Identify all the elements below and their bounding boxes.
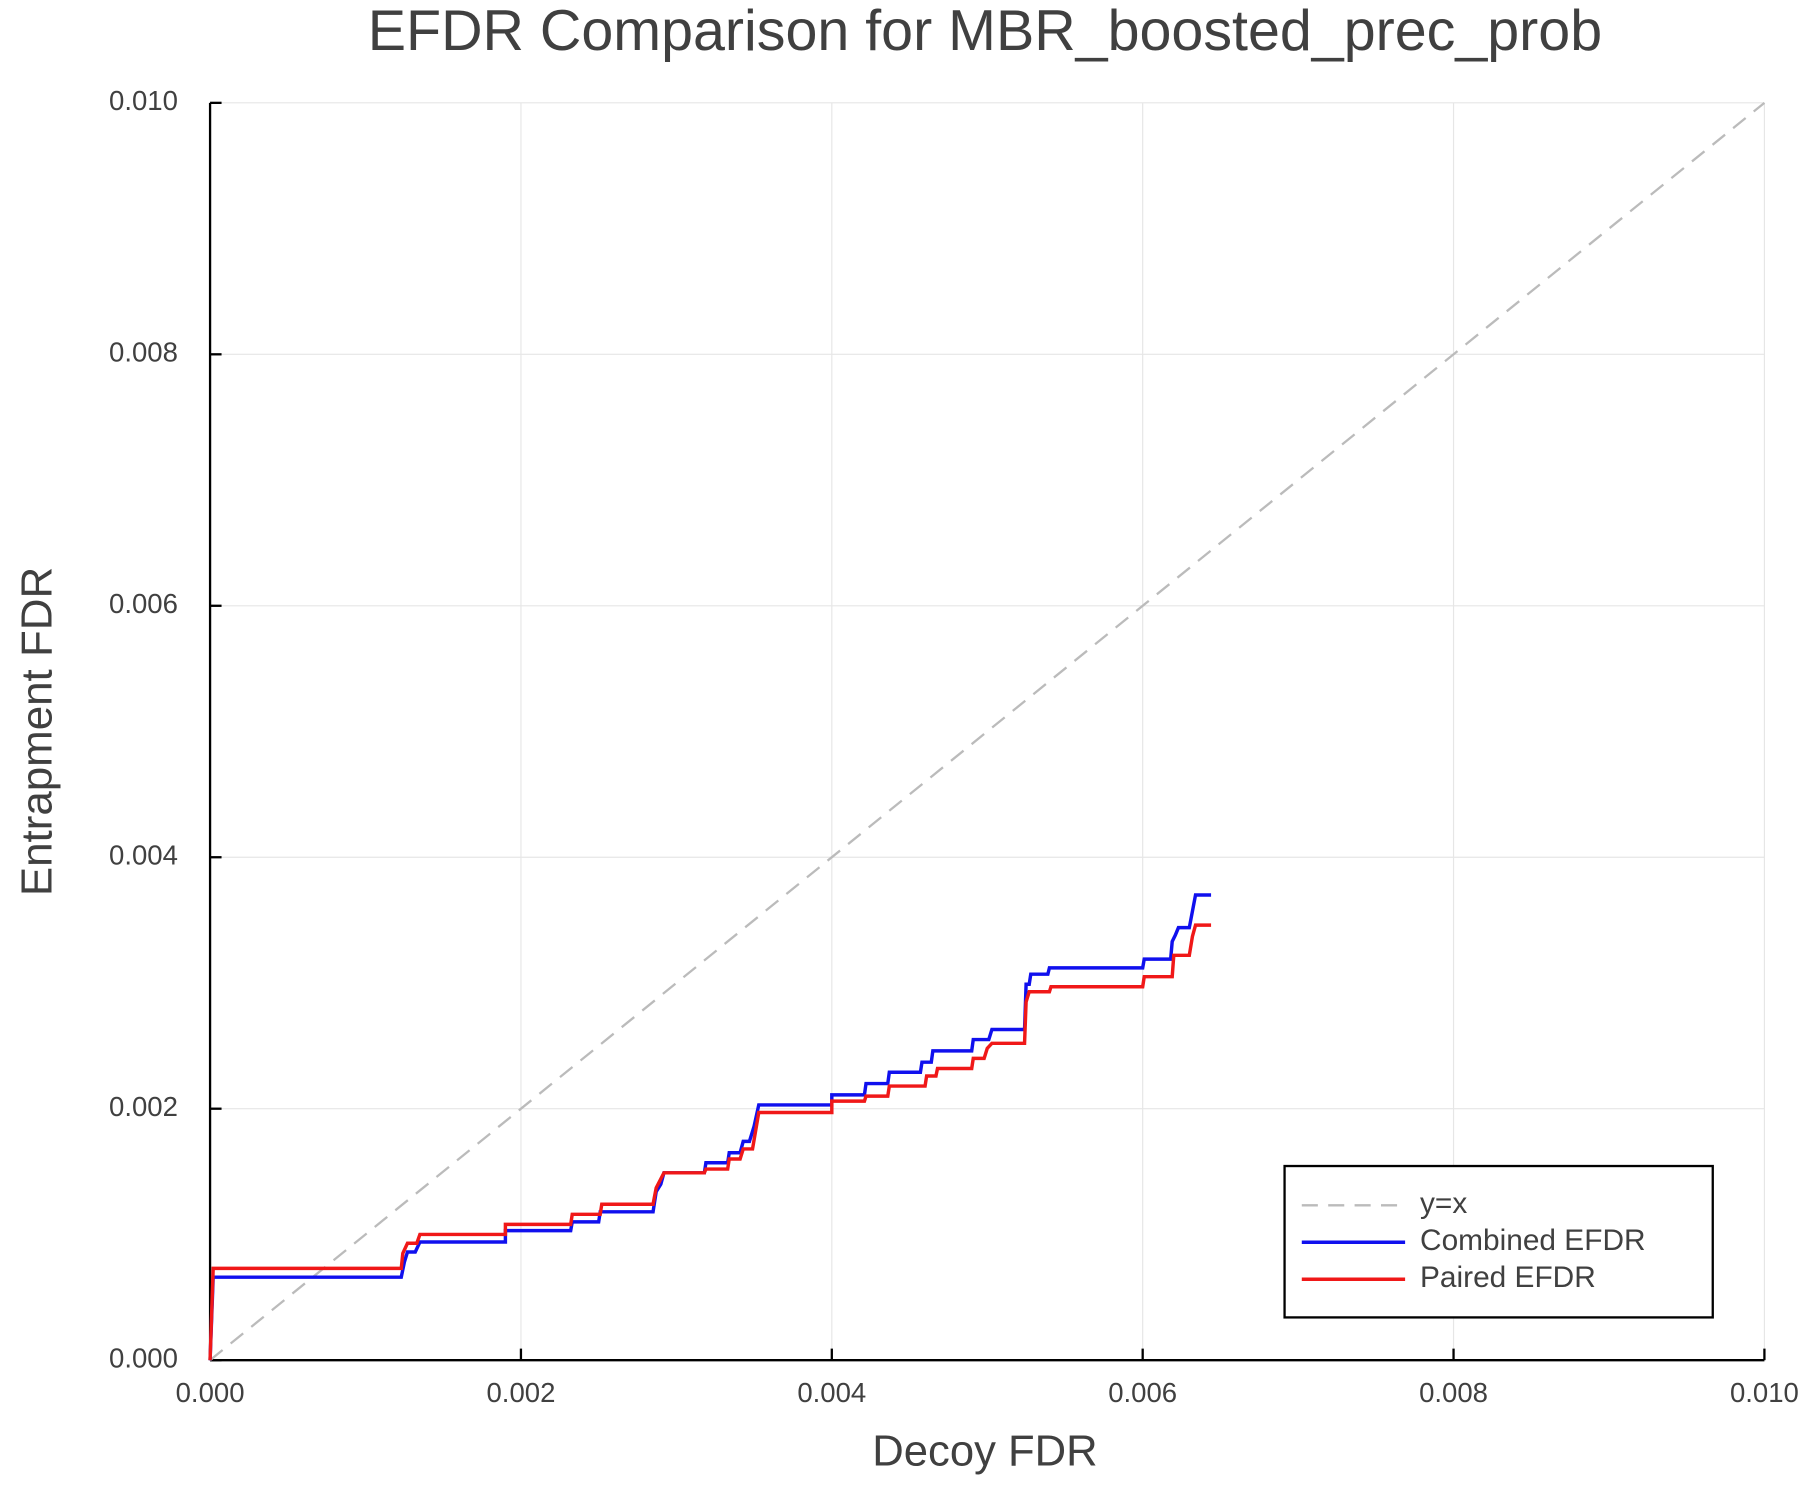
x-tick-label: 0.006	[1108, 1377, 1177, 1408]
legend-label: y=x	[1420, 1187, 1467, 1220]
y-tick-label: 0.000	[109, 1342, 178, 1373]
series-line	[209, 101, 1766, 1362]
legend-label: Combined EFDR	[1420, 1224, 1646, 1257]
chart-title: EFDR Comparison for MBR_boosted_prec_pro…	[368, 0, 1602, 63]
x-tick-label: 0.004	[797, 1377, 866, 1408]
y-tick-label: 0.010	[109, 85, 178, 116]
x-tick-label: 0.008	[1419, 1377, 1488, 1408]
series-line	[208, 923, 1212, 1361]
y-tick-label: 0.006	[109, 588, 178, 619]
x-tick-label: 0.002	[486, 1377, 555, 1408]
y-tick-label: 0.004	[109, 839, 178, 870]
series-line	[208, 893, 1212, 1361]
y-tick-label: 0.002	[109, 1091, 178, 1122]
x-tick-label: 0.010	[1730, 1377, 1799, 1408]
y-tick-label: 0.008	[109, 337, 178, 368]
x-axis-label: Decoy FDR	[872, 1426, 1097, 1475]
x-tick-label: 0.000	[176, 1377, 245, 1408]
legend-label: Paired EFDR	[1420, 1261, 1596, 1294]
y-axis-label: Entrapment FDR	[13, 567, 62, 896]
